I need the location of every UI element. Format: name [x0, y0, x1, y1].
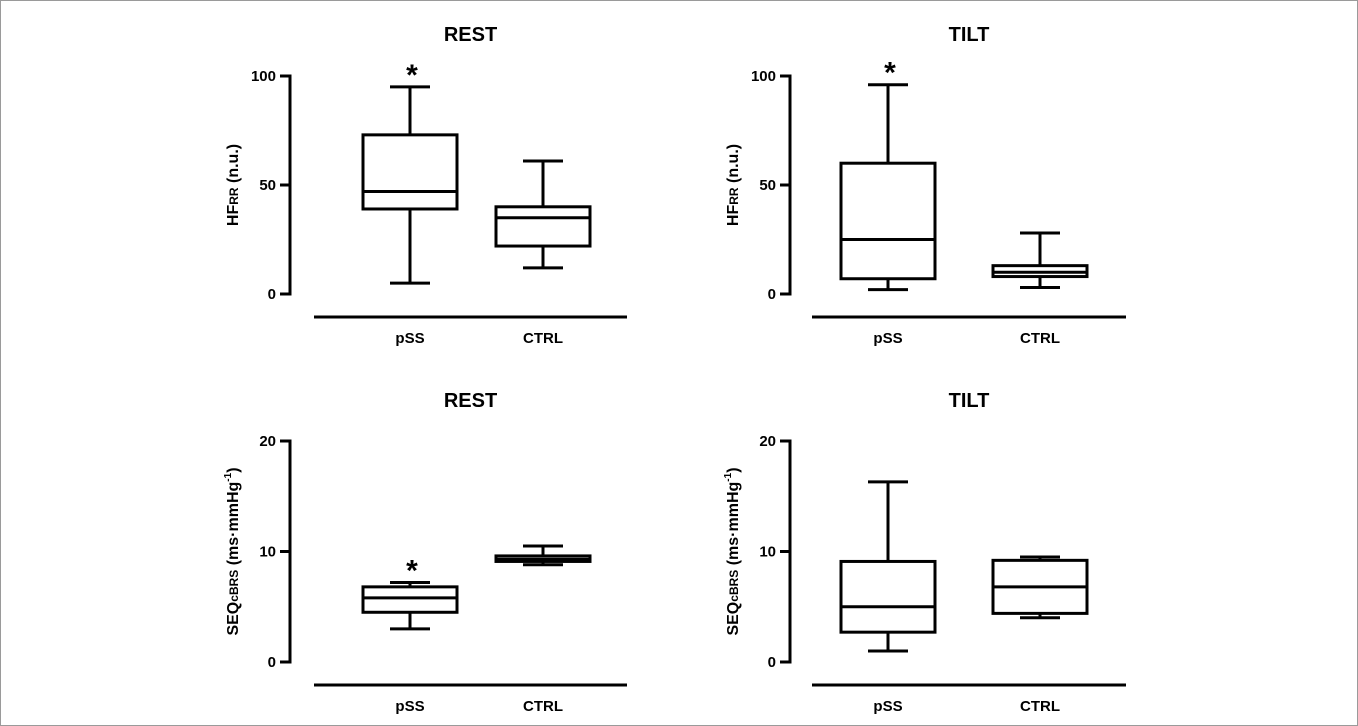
y-label-main: SEQ: [725, 602, 742, 636]
y-label-unit: (n.u.): [225, 144, 242, 188]
y-label-subscript: RR: [227, 187, 241, 205]
y-label-main: HF: [225, 205, 242, 227]
y-label-subscript: RR: [727, 187, 741, 205]
y-tick-label: 20: [259, 433, 276, 450]
category-label: pSS: [873, 698, 902, 715]
chart-panel-2: TILT 0 50 100 pSS CTRL HFRR (n.u.) *: [725, 24, 1126, 347]
y-tick-label: 50: [259, 177, 276, 194]
y-tick-label: 0: [268, 286, 276, 303]
y-tick-label: 0: [768, 654, 776, 671]
box-pss: *: [361, 554, 459, 631]
iqr-box: [361, 585, 459, 614]
chart-panel-3: REST 0 10 20 pSS CTRL SEQcBRS (ms·mmHg-1) *: [223, 390, 627, 715]
y-label-main: SEQ: [225, 602, 242, 636]
y-tick-label: 50: [759, 177, 776, 194]
iqr-box: [494, 205, 592, 248]
chart-panel-4: TILT 0 10 20 pSS CTRL SEQcBRS (ms·mmHg-1): [723, 390, 1126, 715]
category-label: CTRL: [1020, 698, 1060, 715]
box-ctrl: [494, 159, 592, 270]
iqr-box: [839, 161, 937, 281]
y-label-close: ): [725, 467, 742, 472]
y-tick-label: 100: [751, 68, 776, 85]
y-label-subscript: cBRS: [727, 570, 741, 602]
y-tick-label: 100: [251, 68, 276, 85]
category-label: CTRL: [523, 330, 563, 347]
significance-star: *: [884, 57, 896, 90]
box-pss: *: [361, 59, 459, 285]
panel-title: REST: [444, 24, 497, 46]
panel-title: REST: [444, 390, 497, 412]
category-label: pSS: [395, 698, 424, 715]
y-label-close: ): [225, 467, 242, 472]
panel-title: TILT: [949, 24, 990, 46]
box-ctrl: [991, 555, 1089, 620]
box-pss: *: [839, 57, 937, 292]
category-label: pSS: [873, 330, 902, 347]
category-label: pSS: [395, 330, 424, 347]
y-axis-label: HFRR (n.u.): [725, 144, 742, 226]
y-label-superscript: -1: [723, 472, 734, 481]
y-label-main: HF: [725, 205, 742, 227]
iqr-box: [839, 559, 937, 634]
y-tick-label: 0: [268, 654, 276, 671]
iqr-box: [361, 133, 459, 211]
chart-panel-1: REST 0 50 100 pSS CTRL HFRR (n.u.) *: [225, 24, 627, 347]
panel-title: TILT: [949, 390, 990, 412]
y-axis-label: HFRR (n.u.): [225, 144, 242, 226]
y-tick-label: 10: [259, 544, 276, 561]
category-label: CTRL: [1020, 330, 1060, 347]
y-tick-label: 10: [759, 544, 776, 561]
y-tick-label: 20: [759, 433, 776, 450]
box-pss: [839, 480, 937, 653]
box-ctrl: [991, 231, 1089, 289]
y-label-unit: (n.u.): [725, 144, 742, 188]
y-axis-label: SEQcBRS (ms·mmHg-1): [223, 467, 242, 635]
significance-star: *: [406, 554, 418, 587]
y-axis-label: SEQcBRS (ms·mmHg-1): [723, 467, 742, 635]
y-tick-label: 0: [768, 286, 776, 303]
y-label-superscript: -1: [223, 472, 234, 481]
significance-star: *: [406, 59, 418, 92]
y-label-unit: (ms·mmHg: [725, 482, 742, 570]
y-label-unit: (ms·mmHg: [225, 482, 242, 570]
box-ctrl: [494, 544, 592, 567]
y-label-subscript: cBRS: [227, 570, 241, 602]
category-label: CTRL: [523, 698, 563, 715]
